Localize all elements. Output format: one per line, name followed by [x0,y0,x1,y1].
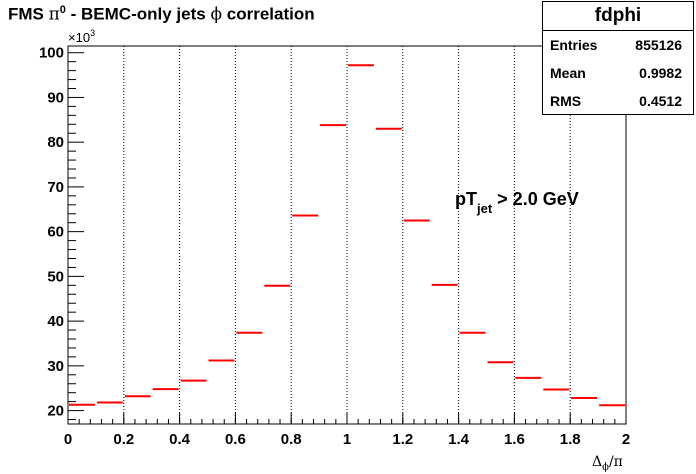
y-tick-label: 80 [47,134,64,151]
stats-rms-value: 0.4512 [639,93,682,109]
stats-mean-value: 0.9982 [639,65,682,81]
title-suffix: correlation [222,4,315,24]
title-phi-symbol: ϕ [210,4,223,25]
x-tick-label: 1.4 [448,431,470,448]
x-tick-label: 1 [343,431,351,448]
x-tick-label: 0.8 [281,431,302,448]
title-prefix: FMS [8,4,49,24]
stats-row-entries: Entries 855126 [543,31,693,59]
x-tick-label: 0.2 [113,431,134,448]
title-pi-superscript: 0 [59,4,66,16]
x-tick-label: 0.4 [169,431,191,448]
chart-title: FMS π0 - BEMC-only jets ϕ correlation [8,4,315,25]
x-tick-label: 0.6 [225,431,246,448]
title-middle: - BEMC-only jets [65,4,211,24]
y-tick-label: 60 [47,224,64,241]
x-tick-label: 0 [64,431,72,448]
y-tick-label: 90 [47,89,64,106]
stats-row-rms: RMS 0.4512 [543,87,693,115]
axes: 0 0.2 0.4 0.6 0.8 1 1.2 1.4 1.6 1.8 2 20 30 40 50 60 70 8… [39,45,630,448]
y-tick-label: 20 [47,403,64,420]
y-multiplier: ×103 [68,28,95,45]
title-pi-symbol: π [48,4,60,25]
y-tick-label: 50 [47,268,64,285]
x-tick-label: 2 [622,431,630,448]
stats-rms-label: RMS [550,93,582,109]
y-tick-label: 70 [47,179,64,196]
y-tick-label: 100 [39,45,64,62]
x-tick-label: 1.8 [560,431,581,448]
stats-entries-value: 855126 [635,37,682,53]
x-axis-label: Δϕ/π [592,454,623,473]
pt-annotation: pTjet > 2.0 GeV [455,189,579,216]
stats-entries-label: Entries [550,37,598,53]
stats-name: fdphi [543,2,693,31]
grid-lines [123,46,571,424]
stats-mean-label: Mean [550,65,586,81]
histogram-bins [69,64,625,407]
y-tick-label: 30 [47,358,64,375]
stats-box: fdphi Entries 855126 Mean 0.9982 RMS 0.4… [542,1,694,115]
x-tick-label: 1.6 [504,431,525,448]
x-tick-label: 1.2 [392,431,413,448]
y-tick-label: 40 [47,313,64,330]
stats-row-mean: Mean 0.9982 [543,59,693,87]
